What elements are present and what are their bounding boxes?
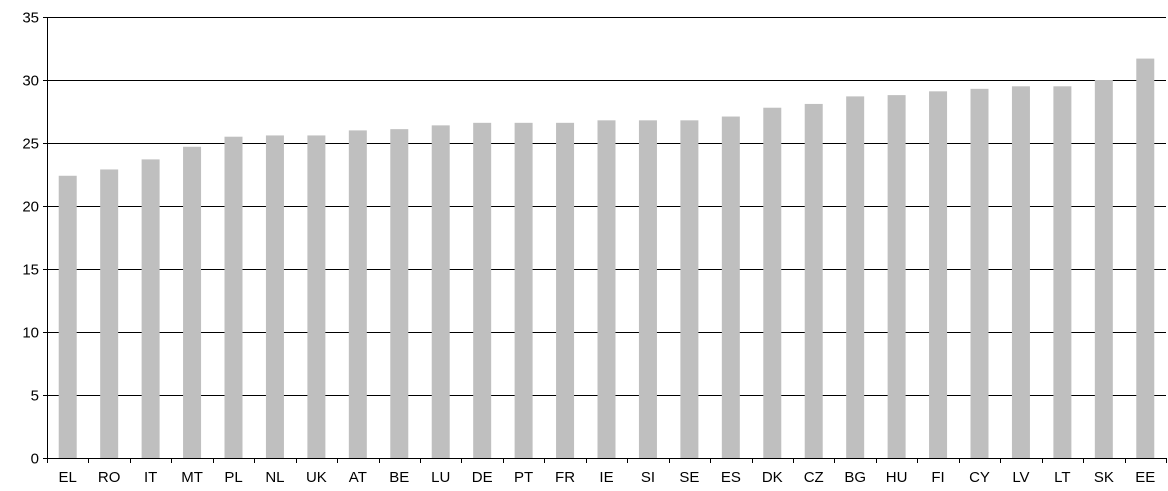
bar-se	[680, 120, 699, 458]
x-tick-label-bg: BG	[844, 469, 866, 486]
x-tick-label-sk: SK	[1094, 469, 1114, 486]
x-tick-label-nl: NL	[265, 469, 284, 486]
bar-fi	[929, 91, 948, 458]
x-tick-label-se: SE	[679, 469, 699, 486]
x-tick-labels: EL RO IT MT PL NL UK AT BE LU DE PT FR IE SI SE ES DK CZ BG…	[59, 469, 1156, 486]
x-tick-label-hu: HU	[886, 469, 908, 486]
bar-bg	[846, 96, 865, 458]
bar-si	[638, 120, 657, 458]
x-tick-label-ro: RO	[98, 469, 121, 486]
bar-el	[58, 175, 77, 458]
x-tick-label-lt: LT	[1054, 469, 1070, 486]
x-tick-label-fi: FI	[931, 469, 944, 486]
bar-uk	[307, 135, 326, 458]
bar-lv	[1011, 86, 1030, 459]
bar-it	[141, 159, 160, 458]
axes	[43, 17, 1167, 463]
bar-hu	[887, 95, 906, 459]
x-tick-label-ee: EE	[1135, 469, 1155, 486]
x-tick-label-de: DE	[472, 469, 493, 486]
bar-lu	[431, 125, 450, 459]
y-tick-label: 5	[31, 388, 39, 405]
x-tick-label-es: ES	[721, 469, 741, 486]
y-tick-label: 10	[22, 325, 39, 342]
bar-be	[390, 129, 409, 458]
bar-ie	[597, 120, 616, 458]
bar-dk	[763, 107, 782, 458]
x-tick-label-it: IT	[144, 469, 157, 486]
y-tick-label: 15	[22, 262, 39, 279]
bar-ro	[100, 169, 119, 458]
x-tick-label-cy: CY	[969, 469, 990, 486]
bar-mt	[183, 146, 202, 458]
x-tick-label-at: AT	[349, 469, 367, 486]
y-tick-label: 30	[22, 73, 39, 90]
x-tick-label-fr: FR	[555, 469, 575, 486]
x-tick-label-be: BE	[389, 469, 409, 486]
bar-fr	[556, 122, 575, 458]
bar-nl	[265, 135, 284, 458]
bar-lt	[1053, 86, 1072, 459]
bars	[58, 58, 1155, 459]
x-tick-label-uk: UK	[306, 469, 327, 486]
x-tick-label-si: SI	[641, 469, 655, 486]
x-tick-label-ie: IE	[599, 469, 613, 486]
y-tick-label: 35	[22, 10, 39, 27]
y-tick-label: 20	[22, 199, 39, 216]
bar-at	[348, 130, 367, 458]
x-tick-label-el: EL	[59, 469, 77, 486]
x-tick-label-pl: PL	[224, 469, 242, 486]
bar-sk	[1094, 80, 1113, 458]
bar-pt	[514, 122, 533, 458]
bar-ee	[1136, 58, 1155, 458]
x-tick-label-cz: CZ	[804, 469, 824, 486]
y-tick-labels: 0 5 10 15 20 25 30 35	[22, 10, 39, 468]
bar-es	[721, 116, 740, 458]
x-tick-label-lu: LU	[431, 469, 450, 486]
x-tick-label-dk: DK	[762, 469, 783, 486]
x-tick-label-lv: LV	[1012, 469, 1029, 486]
y-tick-label: 25	[22, 136, 39, 153]
y-tick-label: 0	[31, 451, 39, 468]
x-tick-label-mt: MT	[181, 469, 203, 486]
bar-cz	[804, 103, 823, 458]
bar-cy	[970, 88, 989, 458]
x-tick-label-pt: PT	[514, 469, 533, 486]
bar-de	[473, 122, 492, 458]
bar-pl	[224, 136, 243, 458]
